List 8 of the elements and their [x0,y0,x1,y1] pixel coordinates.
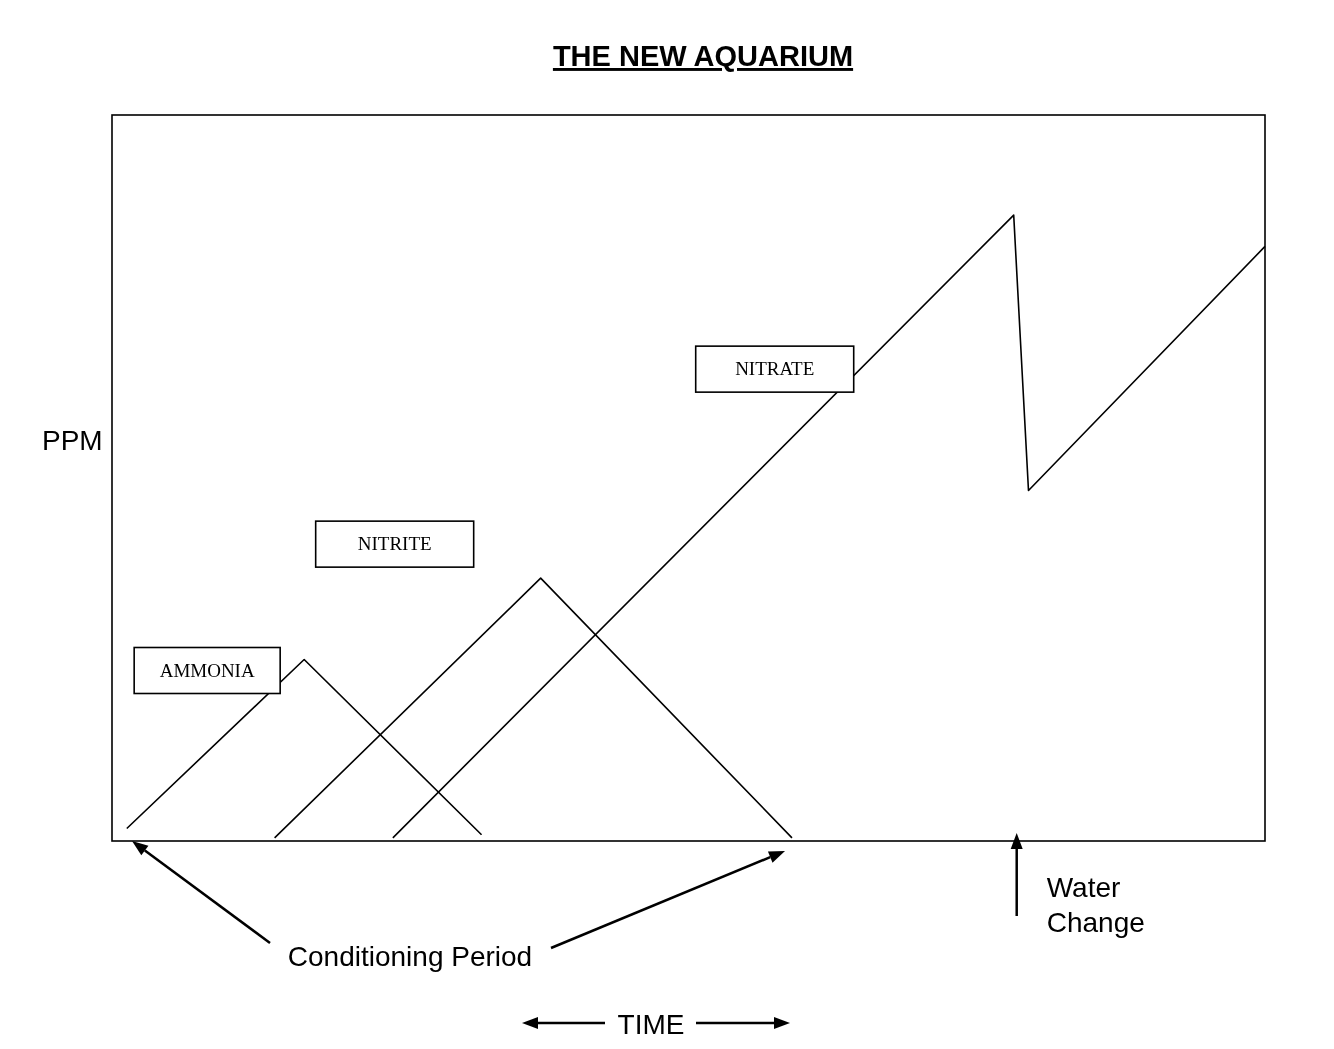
series-label: AMMONIA [159,659,255,681]
y-axis-title: PPM [42,425,103,456]
text: NITRITE [357,533,432,555]
text: TIME [617,1009,685,1040]
text: Water Change [1046,872,1145,938]
text: Conditioning Period [287,941,533,972]
series-label: NITRATE [735,358,815,380]
chart-title: THE NEW AQUARIUM [552,40,854,72]
